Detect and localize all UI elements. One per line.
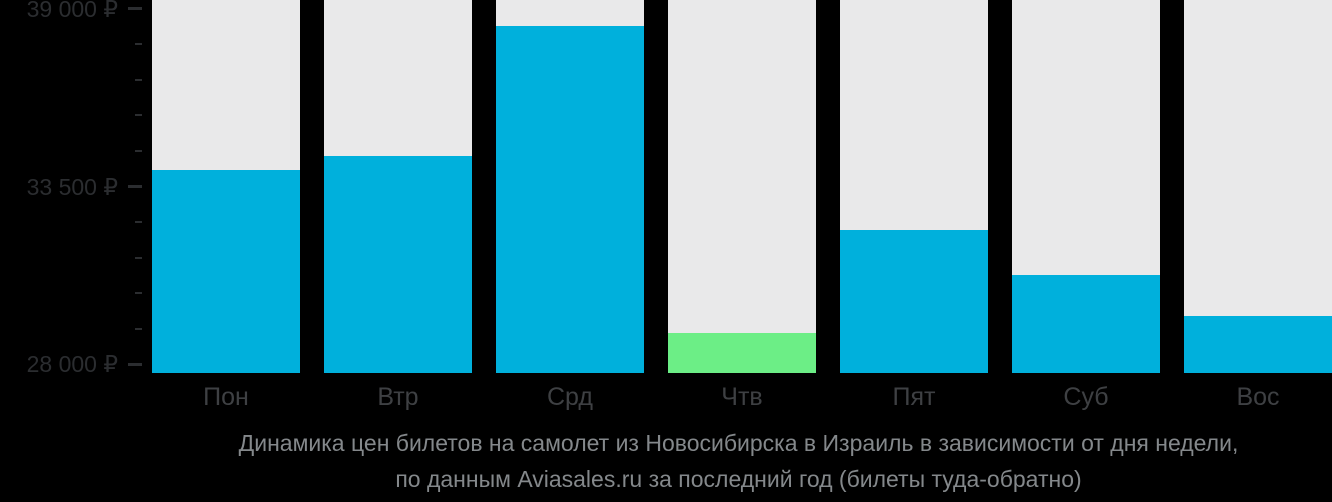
bar-Срд bbox=[496, 25, 644, 373]
x-axis-label: Пят bbox=[892, 383, 936, 411]
y-axis-major-tick bbox=[128, 362, 142, 366]
x-axis-label: Пон bbox=[203, 383, 249, 411]
plot-area: 28 000 ₽ 33 500 ₽ 39 000 ₽ bbox=[26, 0, 1332, 377]
x-axis-labels: Пон Втр Срд Чтв Пят Суб Вос bbox=[0, 381, 1332, 413]
bar-Суб bbox=[1012, 275, 1160, 373]
y-axis-minor-tick bbox=[135, 221, 142, 223]
y-axis-label: 39 000 ₽ bbox=[26, 0, 118, 22]
x-axis-label: Чтв bbox=[721, 383, 763, 411]
bar-Вос bbox=[1184, 316, 1332, 373]
y-axis-minor-tick bbox=[135, 43, 142, 46]
y-axis-minor-tick bbox=[135, 114, 142, 117]
caption-title: Динамика цен билетов на самолет из Новос… bbox=[238, 430, 1239, 456]
column-background bbox=[1184, 0, 1332, 373]
y-axis-label: 33 500 ₽ bbox=[26, 173, 118, 200]
x-axis-label: Втр bbox=[377, 383, 419, 411]
bar-Чтв bbox=[668, 333, 816, 373]
x-axis-label: Вос bbox=[1236, 383, 1280, 411]
bar-Пон bbox=[152, 170, 300, 373]
x-axis-label: Суб bbox=[1063, 383, 1109, 411]
bar-Пят bbox=[840, 230, 988, 373]
y-axis-major-tick bbox=[128, 7, 142, 11]
y-axis-minor-tick bbox=[135, 78, 142, 81]
caption-subtitle: по данным Aviasales.ru за последний год … bbox=[395, 466, 1082, 492]
column-background bbox=[668, 0, 816, 373]
y-axis-major-tick bbox=[128, 185, 142, 188]
y-axis-minor-tick bbox=[135, 327, 142, 330]
bar-Втр bbox=[324, 155, 472, 373]
chart-caption: Динамика цен билетов на самолет из Новос… bbox=[145, 425, 1332, 497]
y-axis-minor-tick bbox=[135, 149, 142, 152]
y-axis-minor-tick bbox=[135, 256, 142, 259]
y-axis-minor-tick bbox=[135, 292, 142, 295]
x-axis-label: Срд bbox=[547, 383, 593, 411]
y-axis-label: 28 000 ₽ bbox=[26, 351, 118, 378]
